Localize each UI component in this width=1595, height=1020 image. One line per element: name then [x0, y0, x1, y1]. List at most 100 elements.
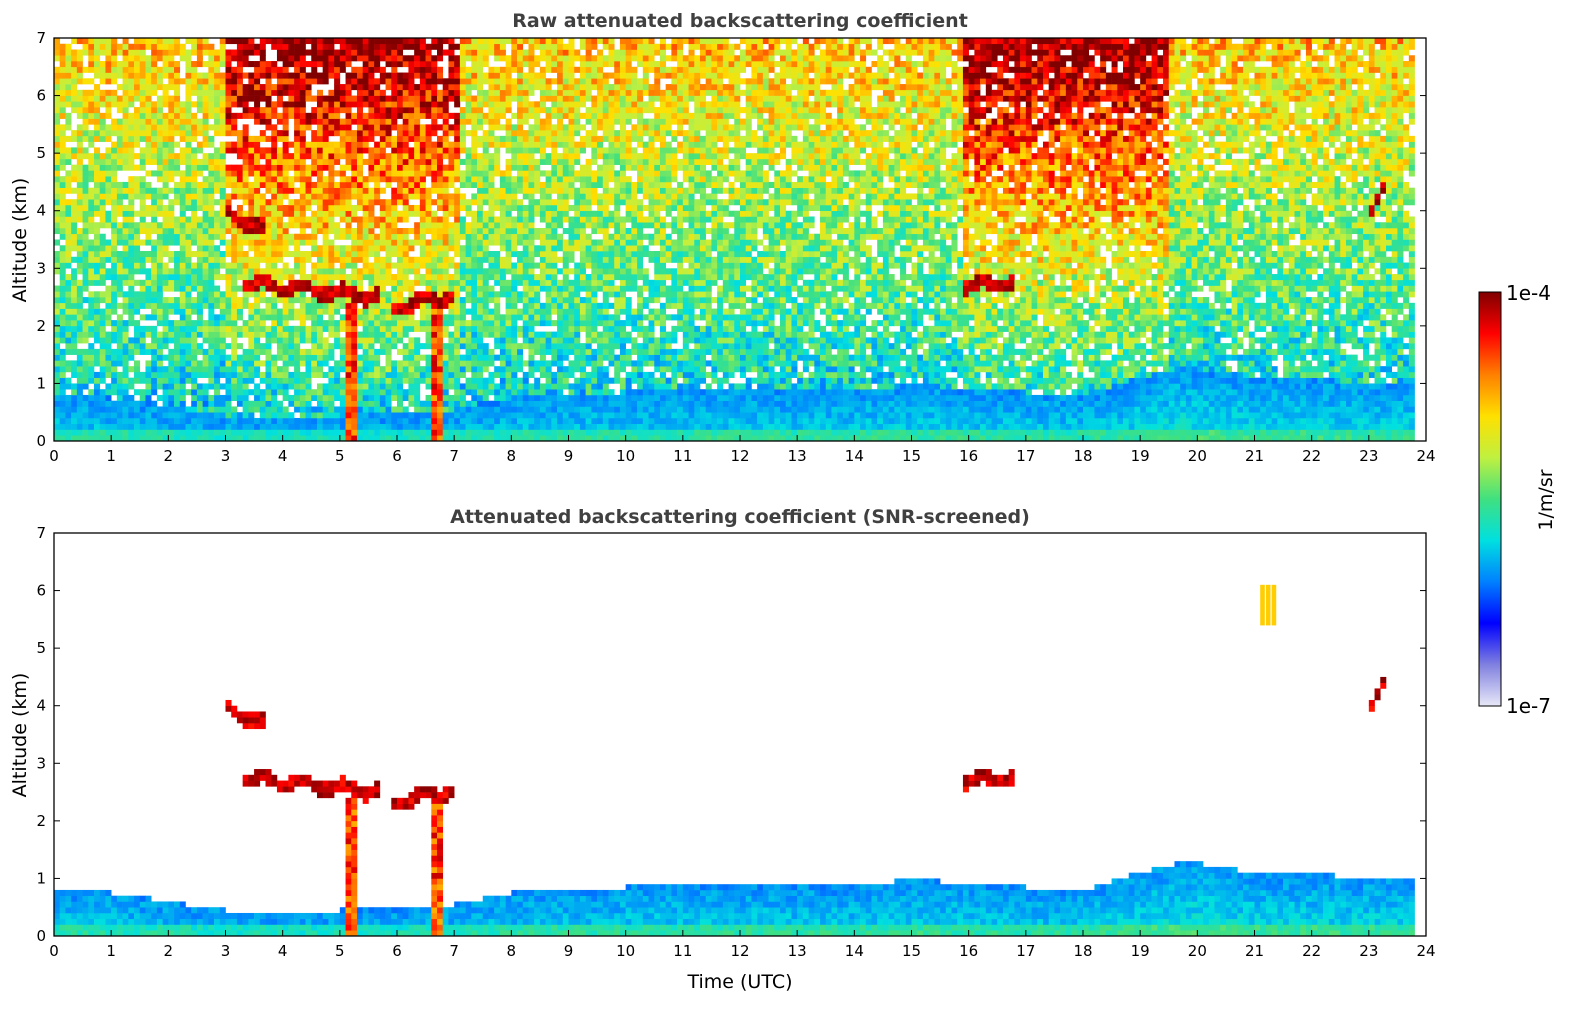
heatmap-cell: [271, 245, 278, 252]
heatmap-cell: [202, 227, 209, 235]
heatmap-cell: [351, 325, 358, 332]
heatmap-cell: [185, 147, 192, 154]
heatmap-cell: [488, 135, 495, 142]
heatmap-cell: [448, 262, 455, 269]
heatmap-cell: [419, 354, 426, 361]
heatmap-cell: [448, 423, 455, 430]
heatmap-cell: [459, 193, 466, 200]
heatmap-cell: [128, 176, 135, 183]
heatmap-cell: [454, 325, 461, 332]
heatmap-cell: [214, 210, 221, 217]
heatmap-cell: [94, 400, 101, 407]
heatmap-cell: [425, 210, 432, 217]
heatmap-cell: [402, 343, 409, 350]
heatmap-cell: [334, 193, 341, 200]
heatmap-cell: [65, 377, 72, 384]
heatmap-cell: [379, 72, 386, 79]
heatmap-cell: [494, 95, 501, 102]
heatmap-cell: [505, 389, 512, 396]
heatmap-cell: [65, 400, 72, 407]
heatmap-cell: [145, 268, 152, 275]
heatmap-cell: [139, 291, 146, 298]
heatmap-cell: [408, 84, 415, 91]
heatmap-cell: [214, 406, 221, 413]
heatmap-cell: [271, 176, 278, 183]
heatmap-cell: [477, 406, 484, 413]
heatmap-cell: [385, 371, 392, 378]
heatmap-cell: [362, 124, 369, 131]
heatmap-cell: [54, 38, 61, 45]
heatmap-cell: [351, 245, 358, 252]
heatmap-cell: [437, 170, 444, 177]
heatmap-cell: [259, 412, 266, 419]
heatmap-cell: [282, 227, 289, 235]
heatmap-cell: [339, 251, 346, 258]
heatmap-cell: [128, 366, 135, 373]
heatmap-cell: [174, 216, 181, 223]
heatmap-cell: [174, 124, 181, 131]
heatmap-cell: [282, 251, 289, 258]
heatmap-cell: [259, 389, 266, 396]
heatmap-cell: [288, 400, 295, 407]
heatmap-cell: [99, 43, 106, 50]
heatmap-cell: [288, 84, 295, 91]
heatmap-cell: [134, 343, 141, 350]
heatmap-cell: [99, 268, 106, 275]
heatmap-cell: [191, 285, 198, 292]
heatmap-cell: [254, 389, 261, 396]
heatmap-cell: [288, 360, 295, 367]
heatmap-cell: [185, 325, 192, 332]
heatmap-cell: [265, 187, 272, 194]
heatmap-cell: [271, 72, 278, 79]
heatmap-cell: [282, 274, 289, 281]
heatmap-cell: [328, 383, 335, 390]
heatmap-cell: [437, 360, 444, 367]
heatmap-cell: [259, 291, 266, 298]
heatmap-cell: [448, 400, 455, 407]
heatmap-cell: [236, 360, 243, 367]
heatmap-cell: [356, 417, 363, 425]
heatmap-cell: [59, 383, 66, 390]
heatmap-cell: [362, 38, 369, 45]
heatmap-cell: [225, 147, 232, 154]
heatmap-cell: [191, 89, 198, 96]
heatmap-cell: [236, 435, 243, 441]
heatmap-cell: [185, 348, 192, 355]
heatmap-cell: [374, 147, 381, 154]
heatmap-cell: [111, 233, 118, 240]
heatmap-cell: [254, 417, 261, 425]
heatmap-cell: [168, 130, 175, 137]
heatmap-cell: [254, 61, 261, 68]
heatmap-cell: [385, 153, 392, 160]
heatmap-cell: [368, 89, 375, 96]
heatmap-cell: [339, 43, 346, 50]
heatmap-cell: [305, 147, 312, 154]
heatmap-cell: [231, 227, 238, 235]
heatmap-cell: [397, 256, 404, 263]
heatmap-cell: [328, 343, 335, 350]
heatmap-cell: [202, 233, 209, 240]
heatmap-cell: [345, 348, 352, 355]
heatmap-cell: [271, 400, 278, 407]
heatmap-cell: [408, 308, 415, 315]
heatmap-cell: [71, 423, 78, 430]
heatmap-cell: [294, 256, 301, 263]
heatmap-cell: [328, 181, 335, 188]
heatmap-cell: [76, 141, 83, 148]
heatmap-cell: [431, 377, 438, 384]
heatmap-cell: [425, 101, 432, 108]
heatmap-cell: [494, 279, 501, 286]
heatmap-cell: [408, 400, 415, 407]
heatmap-cell: [265, 394, 272, 401]
heatmap-cell: [151, 216, 158, 223]
heatmap-cell: [477, 366, 484, 373]
heatmap-cell: [202, 412, 209, 419]
heatmap-cell: [397, 371, 404, 378]
heatmap-cell: [139, 187, 146, 194]
heatmap-cell: [134, 43, 141, 50]
heatmap-cell: [351, 135, 358, 142]
heatmap-cell: [339, 279, 346, 286]
heatmap-cell: [76, 112, 83, 119]
heatmap-cell: [174, 412, 181, 419]
heatmap-cell: [414, 297, 421, 304]
